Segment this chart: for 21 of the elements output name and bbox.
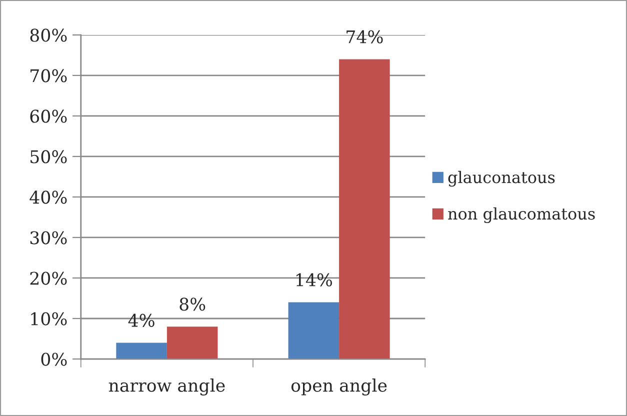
- bar: [166, 326, 218, 360]
- y-tick-label: 30%: [30, 231, 67, 244]
- y-tick-label: 40%: [30, 190, 67, 204]
- data-label: 8%: [180, 298, 206, 311]
- data-label: 14%: [296, 273, 332, 286]
- y-tick-label: 60%: [30, 110, 67, 123]
- y-tick-label: 70%: [30, 69, 67, 82]
- bar: [288, 302, 340, 360]
- x-tick-label: narrow angle: [108, 378, 225, 396]
- bar: [116, 342, 167, 360]
- y-tick-label: 10%: [31, 312, 67, 326]
- legend-label: glauconatous: [448, 170, 555, 187]
- y-tick-label: 20%: [30, 272, 67, 285]
- data-label: 74%: [346, 30, 383, 44]
- x-tick-label: open angle: [291, 378, 387, 396]
- y-tick-label: 80%: [30, 28, 67, 42]
- y-tick-label: 0%: [41, 352, 67, 366]
- y-tick-label: 50%: [30, 150, 67, 164]
- legend-label: non glaucomatous: [448, 207, 595, 224]
- data-label: 4%: [128, 314, 154, 327]
- bar: [339, 59, 390, 360]
